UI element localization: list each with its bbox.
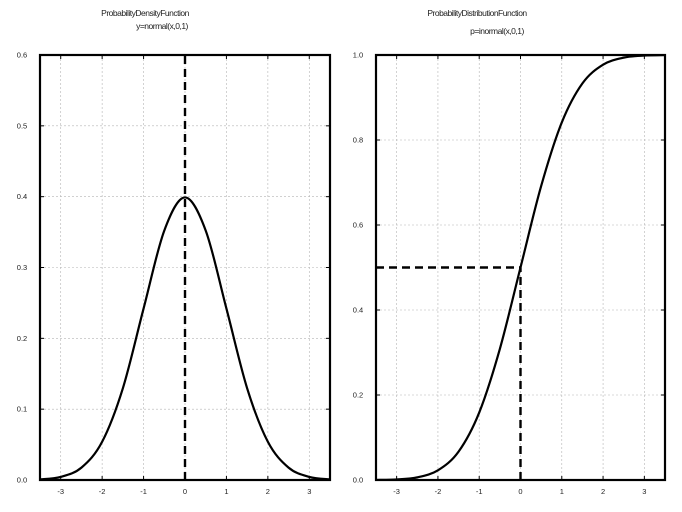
x-tick-label: 1 [224,487,228,496]
axis-ticks: -3 -2 -1 0 1 2 3 0.0 0.2 0.4 0.6 0.8 1.0 [353,51,665,496]
x-tick-label: 2 [601,487,605,496]
chart-subtitle: y=normal(x,0,1) [136,21,188,31]
y-tick-label: 0.4 [17,192,27,201]
x-tick-label: 3 [307,487,311,496]
plot-frame [374,53,667,482]
y-tick-label: 0.3 [17,263,27,272]
data-marks [375,53,666,482]
data-marks [39,55,331,481]
x-tick-label: -2 [435,487,442,496]
y-tick-label: 0.6 [17,51,27,60]
y-tick-label: 0.5 [17,121,27,130]
y-tick-label: 0.2 [17,334,27,343]
series-line [39,196,331,481]
x-tick-label: -1 [476,487,483,496]
plot-frame [38,53,332,482]
chart-title: ProbabilityDistributionFunction [427,8,527,18]
x-tick-label: -1 [140,487,147,496]
chart-subtitle: p=inormal(x,0,1) [470,26,524,36]
axis-ticks: -3 -2 -1 0 1 2 3 0.0 0.1 0.2 0.3 0.4 0.5 0.6 [17,51,330,496]
x-tick-label: 0 [518,487,522,496]
distribution-chart: ProbabilityDistributionFunction p=inorma… [353,8,667,496]
y-tick-label: 0.0 [353,476,363,485]
x-tick-label: 3 [642,487,646,496]
y-tick-label: 1.0 [353,51,363,60]
density-chart: ProbabilityDensityFunction y=normal(x,0,… [17,8,332,496]
x-tick-label: -2 [99,487,106,496]
y-tick-label: 0.4 [353,306,363,315]
y-tick-label: 0.6 [353,221,363,230]
x-tick-label: 2 [266,487,270,496]
y-tick-label: 0.8 [353,136,363,145]
chart-title: ProbabilityDensityFunction [101,8,189,18]
series-line [375,53,666,482]
x-tick-label: -3 [393,487,400,496]
y-tick-label: 0.0 [17,476,27,485]
x-tick-label: -3 [57,487,64,496]
y-tick-label: 0.1 [17,405,27,414]
y-tick-label: 0.2 [353,391,363,400]
x-tick-label: 1 [560,487,564,496]
x-tick-label: 0 [183,487,187,496]
